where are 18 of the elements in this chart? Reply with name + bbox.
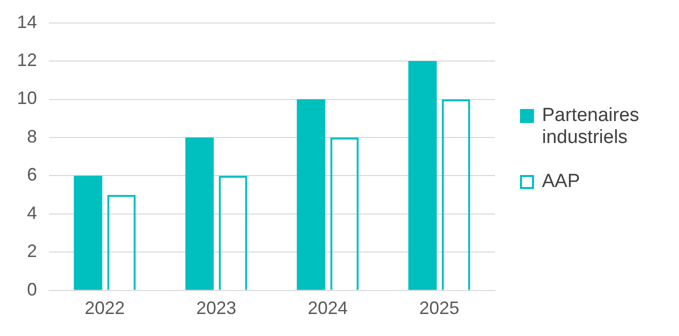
x-tick-label: 2023 [196, 298, 236, 318]
bar [185, 137, 214, 290]
x-tick-label: 2025 [419, 298, 460, 318]
legend-label: Partenaires industriels [542, 105, 640, 149]
y-tick-label: 8 [27, 126, 38, 146]
bar [74, 176, 102, 290]
x-tick-label: 2022 [84, 298, 125, 318]
y-tick-label: 0 [27, 279, 38, 300]
bar [296, 99, 326, 290]
y-tick-label: 10 [16, 88, 38, 108]
y-tick-label: 4 [27, 202, 38, 223]
y-tick-label: 2 [27, 241, 38, 262]
y-tick-label: 12 [16, 50, 38, 70]
y-tick-label: 6 [27, 164, 38, 185]
x-tick-label: 2024 [308, 298, 348, 318]
bar [408, 61, 437, 290]
legend-label: AAP [542, 171, 580, 193]
y-tick-label: 14 [16, 12, 38, 32]
